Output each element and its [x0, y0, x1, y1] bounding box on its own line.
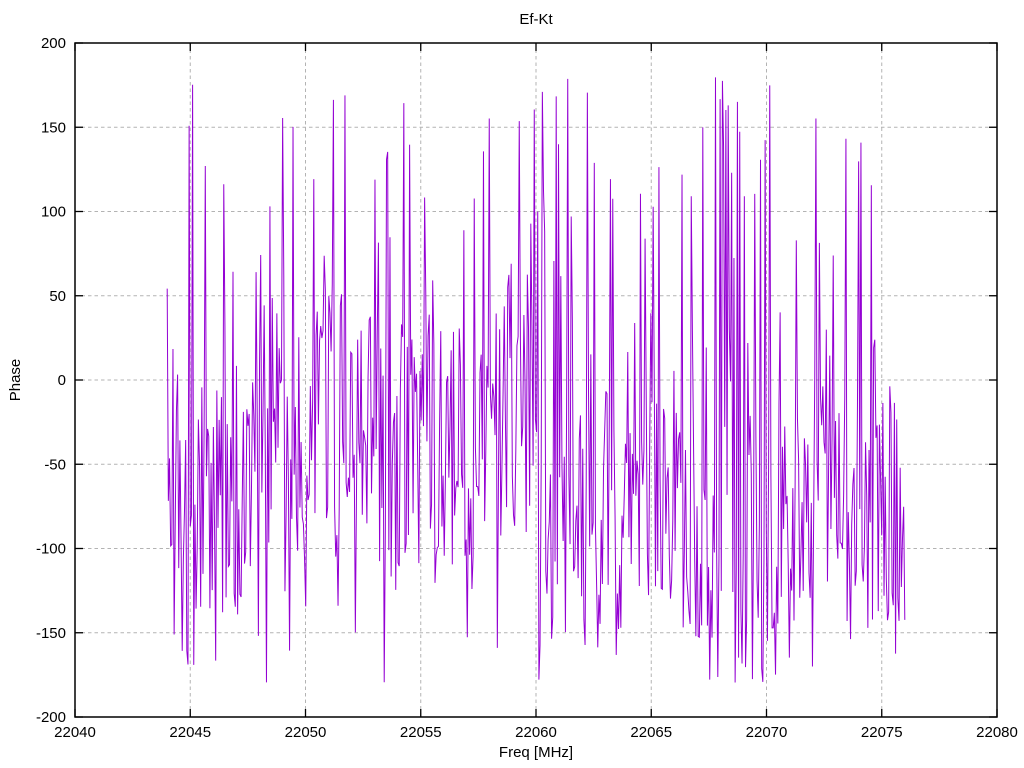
- y-tick-label: 100: [41, 204, 66, 221]
- y-tick-label: 200: [41, 35, 66, 52]
- y-tick-label: 0: [58, 372, 66, 389]
- x-tick-label: 22075: [861, 724, 903, 741]
- chart-title: Ef-Kt: [519, 11, 553, 28]
- x-tick-label: 22080: [976, 724, 1018, 741]
- x-tick-label: 22040: [54, 724, 96, 741]
- y-tick-label: -200: [36, 709, 66, 726]
- x-tick-label: 22050: [285, 724, 327, 741]
- y-tick-label: 150: [41, 119, 66, 136]
- x-tick-label: 22060: [515, 724, 557, 741]
- y-tick-label: -50: [44, 456, 66, 473]
- x-tick-label: 22065: [630, 724, 672, 741]
- x-tick-label: 22070: [746, 724, 788, 741]
- data-series: [166, 77, 906, 683]
- tick-labels: 22040 22045 22050 22055 22060 22065 22070 22075…: [36, 35, 1018, 741]
- x-axis-label: Freq [MHz]: [499, 744, 573, 761]
- y-tick-label: 50: [49, 288, 66, 305]
- y-tick-label: -150: [36, 625, 66, 642]
- y-axis-label: Phase: [7, 359, 24, 402]
- phase-series-line: [166, 77, 906, 683]
- x-tick-label: 22045: [169, 724, 211, 741]
- plot-border: [74, 42, 998, 718]
- x-tick-label: 22055: [400, 724, 442, 741]
- y-tick-label: -100: [36, 541, 66, 558]
- grid-lines: [75, 43, 997, 717]
